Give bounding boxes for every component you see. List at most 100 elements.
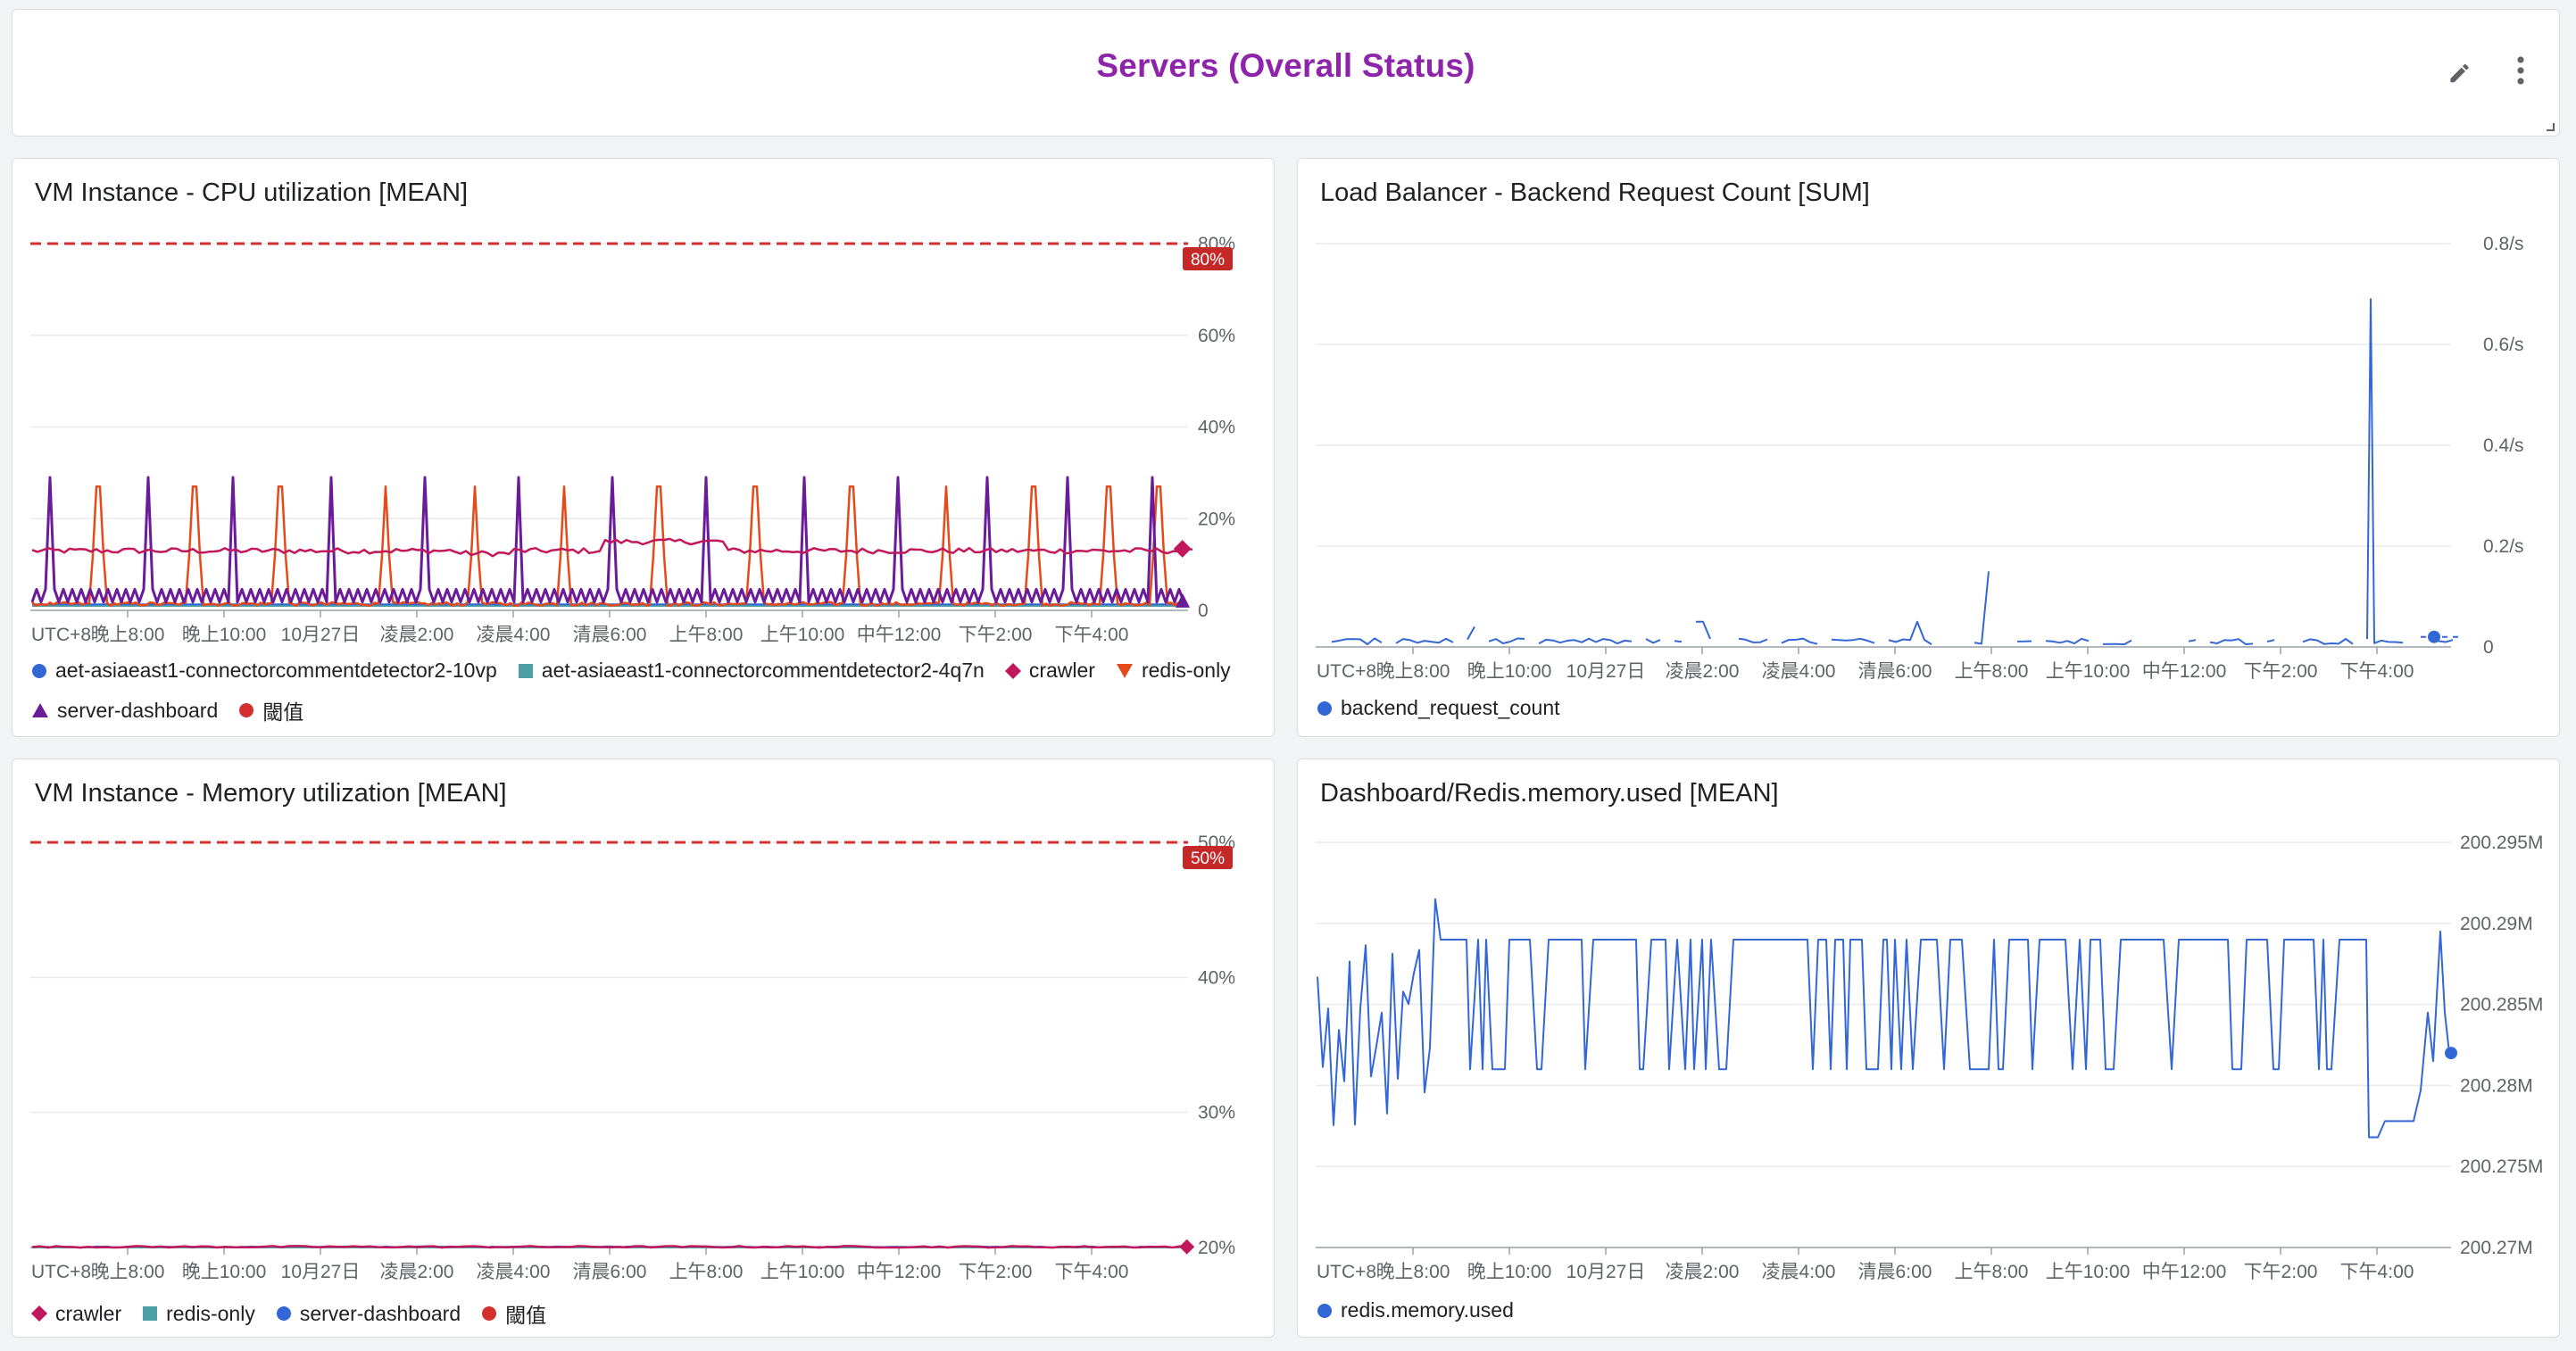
series-line-backend-request-count <box>1538 637 1633 645</box>
resize-handle-icon[interactable] <box>2543 120 2555 132</box>
circle-marker-icon <box>482 1306 497 1321</box>
x-tick-label: 10月27日 <box>1566 661 1646 682</box>
legend-item[interactable]: 閾值 <box>239 695 303 725</box>
legend-item[interactable]: aet-asiaeast1-connectorcommentdetector2-… <box>518 659 985 683</box>
y-tick-label: 0 <box>1198 601 1209 621</box>
legend-item[interactable]: 閾值 <box>482 1298 546 1329</box>
x-tick-label: UTC+8 <box>31 625 91 645</box>
cpu-utilization-panel: VM Instance - CPU utilization [MEAN] 0 20… <box>12 158 1275 737</box>
legend-label: redis.memory.used <box>1341 1298 1514 1322</box>
series-line-backend-request-count <box>1467 626 1475 641</box>
edit-button[interactable] <box>2439 49 2481 92</box>
x-tick-label: 清晨6:00 <box>573 1262 647 1282</box>
panel-title: VM Instance - CPU utilization [MEAN] <box>35 178 469 207</box>
x-tick-label: 上午8:00 <box>669 625 744 645</box>
x-tick-label: 下午4:00 <box>1055 625 1129 645</box>
series-line-backend-request-count <box>1738 637 1768 643</box>
panel-title: Dashboard/Redis.memory.used [MEAN] <box>1320 779 1779 808</box>
legend-item[interactable]: server-dashboard <box>32 695 218 725</box>
series-line-backend-request-count <box>1974 571 1990 645</box>
legend-label: crawler <box>1028 659 1095 682</box>
panel-title: VM Instance - Memory utilization [MEAN] <box>35 779 507 808</box>
x-tick-label: 中午12:00 <box>2142 661 2227 682</box>
redis-memory-panel: Dashboard/Redis.memory.used [MEAN] 200.2… <box>1297 758 2560 1338</box>
x-tick-label: UTC+8 <box>1317 661 1376 682</box>
pencil-icon <box>2450 63 2469 83</box>
x-tick-label: 凌晨4:00 <box>477 625 551 645</box>
threshold-badge <box>1183 247 1233 270</box>
series-line-backend-request-count <box>2209 638 2254 645</box>
series-line-backend-request-count <box>1488 637 1525 644</box>
legend-item[interactable]: crawler <box>1004 659 1095 683</box>
series-line-backend-request-count <box>1674 640 1683 643</box>
legend-item[interactable]: crawler <box>30 1298 121 1329</box>
series-line-backend-request-count <box>1781 637 1818 645</box>
legend-label: redis-only <box>166 1301 255 1325</box>
chart-legend: aet-asiaeast1-connectorcommentdetector2-… <box>32 659 1255 725</box>
redis-memory-chart[interactable]: 200.27M 200.275M 200.28M 200.285M 200.29M 200… <box>1298 759 2561 1339</box>
x-tick-label: UTC+8 <box>31 1262 91 1282</box>
series-line-crawler <box>31 1245 1182 1249</box>
diamond-marker-icon <box>30 1305 48 1322</box>
series-line-backend-request-count <box>2188 639 2197 642</box>
series-line-backend-request-count <box>2045 637 2090 645</box>
legend-label: 閾值 <box>505 1304 547 1327</box>
memory-chart[interactable]: 20% 30% 40% 50% UTC+8 晚上8:00 晚上10:00 10月27日 凌晨2:… <box>12 759 1276 1339</box>
more-options-button[interactable] <box>2499 49 2542 92</box>
x-tick-label: 上午10:00 <box>2046 661 2131 682</box>
legend-item[interactable]: aet-asiaeast1-connectorcommentdetector2-… <box>32 659 497 683</box>
y-tick-label: 0.2/s <box>2483 536 2524 557</box>
circle-marker-icon <box>32 663 46 678</box>
x-tick-label: 下午4:00 <box>2340 661 2414 682</box>
triangle-down-marker-icon <box>1116 663 1133 678</box>
series-line-backend-request-count <box>1395 637 1454 644</box>
x-tick-label: 清晨6:00 <box>1858 1262 1932 1282</box>
x-tick-label: 晚上8:00 <box>91 1262 165 1282</box>
cpu-chart[interactable]: 0 20% 40% 60% 80% UTC+8 晚上8:00 晚上10:00 10月27日 凌晨2… <box>12 159 1276 738</box>
load-balancer-panel: Load Balancer - Backend Request Count [S… <box>1297 158 2560 737</box>
series-line-server-dashboard <box>30 476 1185 604</box>
x-tick-label: 晚上10:00 <box>182 625 267 645</box>
x-tick-label: 下午2:00 <box>959 1262 1033 1282</box>
x-tick-label: 10月27日 <box>281 625 361 645</box>
y-tick-label: 200.29M <box>2460 914 2533 934</box>
y-tick-label: 0.6/s <box>2483 335 2524 355</box>
x-tick-label: 上午8:00 <box>1955 1262 2029 1282</box>
y-tick-label: 200.27M <box>2460 1238 2533 1258</box>
x-tick-label: 晚上10:00 <box>1467 661 1552 682</box>
page-title: Servers (Overall Status) <box>1096 47 1475 84</box>
x-tick-label: 凌晨4:00 <box>477 1262 551 1282</box>
series-line-redis-memory-used <box>1317 898 2450 1139</box>
legend-label: server-dashboard <box>57 698 219 722</box>
x-tick-label: 凌晨2:00 <box>1666 1262 1740 1282</box>
x-tick-label: 下午2:00 <box>2244 661 2318 682</box>
circle-marker-icon <box>1317 1303 1332 1318</box>
legend-label: server-dashboard <box>299 1301 461 1325</box>
legend-label: 閾值 <box>262 700 304 724</box>
x-tick-label: UTC+8 <box>1317 1262 1376 1282</box>
dashboard-header: Servers (Overall Status) <box>12 9 2560 137</box>
legend-item[interactable]: redis-only <box>1116 659 1231 683</box>
series-line-redis-only <box>31 485 1183 608</box>
legend-item[interactable]: redis-only <box>143 1298 255 1329</box>
chart-legend: backend_request_count <box>1317 696 2540 720</box>
load-balancer-chart[interactable]: 0 0.2/s 0.4/s 0.6/s 0.8/s UTC+8 晚上8:00 晚上10:00 1… <box>1298 159 2561 738</box>
chart-legend: crawler redis-only server-dashboard 閾值 <box>30 1298 1255 1329</box>
diamond-marker-icon <box>1004 662 1021 679</box>
legend-item[interactable]: redis.memory.used <box>1317 1298 1514 1322</box>
x-tick-label: 晚上10:00 <box>182 1262 267 1282</box>
server-dashboard-end-marker <box>1176 593 1190 608</box>
legend-label: backend_request_count <box>1341 696 1560 719</box>
legend-item[interactable]: server-dashboard <box>276 1298 461 1329</box>
x-tick-label: 凌晨4:00 <box>1762 1262 1836 1282</box>
y-tick-label: 40% <box>1198 967 1235 988</box>
series-line-backend-request-count <box>2366 298 2404 644</box>
legend-item[interactable]: backend_request_count <box>1317 696 1560 720</box>
x-tick-label: 凌晨2:00 <box>380 1262 454 1282</box>
crawler-end-marker <box>1173 540 1192 558</box>
memory-utilization-panel: VM Instance - Memory utilization [MEAN] … <box>12 758 1275 1338</box>
series-end-marker <box>2445 1047 2457 1060</box>
legend-label: aet-asiaeast1-connectorcommentdetector2-… <box>541 659 985 682</box>
y-tick-label: 0 <box>2483 637 2494 658</box>
y-tick-label: 60% <box>1198 326 1235 346</box>
